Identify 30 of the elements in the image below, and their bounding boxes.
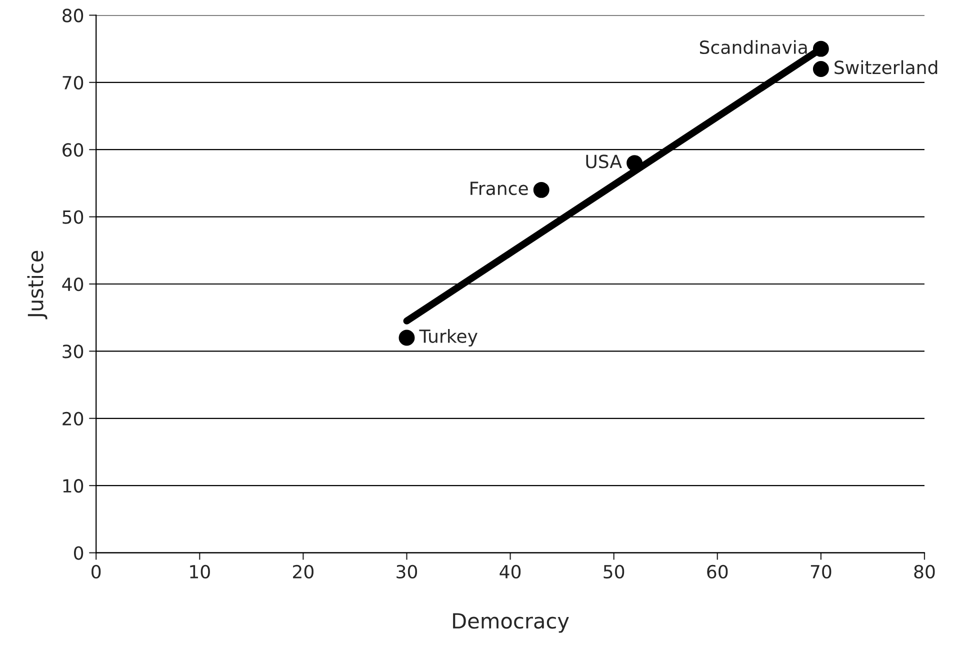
x-tick-label: 40 — [500, 564, 521, 579]
x-tick-label: 70 — [810, 564, 832, 579]
y-tick-label: 50 — [62, 210, 84, 224]
x-axis-title: Democracy — [453, 613, 569, 633]
x-tick-label: 60 — [707, 564, 728, 579]
y-tick-label: 10 — [63, 479, 84, 493]
x-tick-label: 0 — [92, 564, 101, 579]
annotation: France — [470, 182, 528, 196]
x-tick-label: 20 — [293, 564, 314, 579]
x-tick-label: 10 — [190, 564, 210, 579]
y-tick-label: 0 — [74, 546, 84, 560]
y-tick-label: 80 — [62, 8, 84, 22]
point — [398, 330, 415, 346]
y-tick-label: 30 — [62, 344, 84, 358]
x-tick-label: 30 — [396, 564, 418, 579]
point — [533, 182, 550, 198]
point — [626, 155, 643, 172]
x-tick-label: 80 — [914, 564, 935, 579]
point — [812, 40, 829, 57]
annotation: Turkey — [419, 329, 478, 346]
y-tick-label: 40 — [62, 277, 84, 292]
y-tick-label: 60 — [62, 143, 84, 157]
annotation: USA — [586, 154, 622, 168]
y-axis-title: Justice — [27, 250, 48, 320]
annotation: Switzerland — [834, 60, 938, 74]
x-tick-label: 50 — [604, 564, 624, 579]
annotation: Scandinavia — [700, 40, 807, 54]
point — [812, 61, 829, 77]
y-tick-label: 70 — [62, 76, 84, 90]
y-tick-label: 20 — [62, 412, 84, 426]
